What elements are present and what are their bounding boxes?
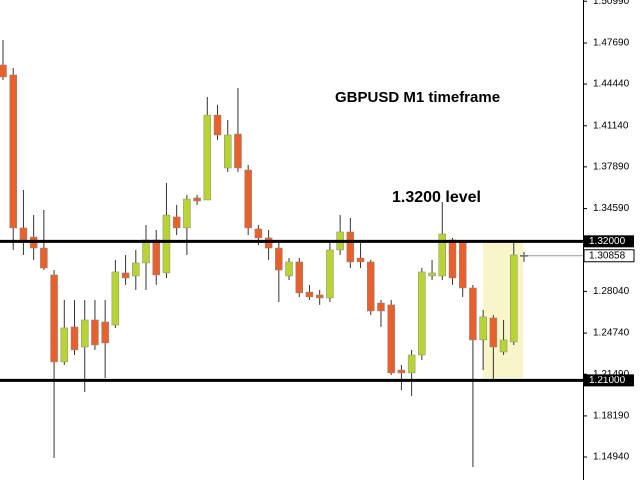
candle-body: [193, 197, 201, 202]
candle-body: [499, 339, 508, 353]
candle-body: [418, 271, 426, 356]
candle-body: [387, 304, 395, 374]
candle-body: [70, 326, 79, 351]
candle-body: [305, 291, 314, 298]
candle-body: [407, 354, 416, 374]
axis-ticks: 1.50990 1.47690 1.44440 1.41140 1.37890 1.345…: [583, 0, 630, 463]
candle-body: [223, 134, 232, 169]
candle-body: [121, 272, 130, 279]
candle-body: [9, 74, 17, 229]
candle-body: [213, 114, 222, 136]
candle-body: [172, 216, 181, 229]
candle-body: [479, 316, 487, 341]
current-price-label: 1.30858: [589, 250, 626, 261]
y-tick-label: 1.24740: [593, 328, 630, 339]
levels: 1.32000 1.21000 1.30858: [0, 235, 635, 387]
y-tick-label: 1.18190: [593, 411, 630, 422]
candle-body: [111, 271, 120, 326]
y-tick-label: 1.44440: [593, 79, 630, 90]
candle-body: [367, 261, 375, 312]
candle-body: [397, 369, 406, 374]
candle-body: [0, 64, 7, 78]
y-tick-label: 1.28040: [593, 286, 630, 297]
y-tick-label: 1.41140: [593, 120, 629, 131]
level-label: 1.21000: [589, 375, 626, 386]
y-tick-label: 1.14940: [593, 452, 630, 463]
candle-body: [132, 262, 140, 277]
candle-body: [91, 319, 99, 346]
candle-body: [264, 237, 273, 249]
candle-body: [80, 319, 89, 348]
candle-body: [428, 272, 436, 277]
candle-body: [19, 227, 28, 241]
candle-body: [275, 247, 283, 271]
candle-body: [315, 294, 324, 299]
candle-body: [234, 133, 242, 169]
y-tick-label: 1.37890: [593, 162, 630, 173]
candle-body: [469, 287, 477, 341]
candle-body: [326, 249, 334, 299]
candle-body: [40, 247, 48, 269]
level-label-box: [584, 374, 634, 387]
candle-body: [50, 274, 58, 363]
candle-body: [489, 317, 498, 348]
candle-body: [295, 261, 304, 294]
candle-body: [448, 239, 457, 279]
level-label-box: [584, 235, 634, 248]
candle-body: [510, 254, 518, 343]
candle-body: [356, 257, 365, 263]
level-annotation: 1.3200 level: [392, 189, 481, 206]
candle-body: [203, 114, 212, 201]
chart-title: GBPUSD M1 timeframe: [335, 89, 500, 106]
candle-body: [162, 214, 171, 274]
y-tick-label: 1.21490: [593, 369, 630, 380]
y-tick-label: 1.47690: [593, 38, 630, 49]
candle-body: [285, 261, 293, 277]
candle-body: [183, 198, 191, 229]
candle-body: [438, 233, 447, 277]
candle-body: [377, 302, 385, 312]
candle-body: [60, 327, 69, 363]
candle-body: [142, 239, 150, 264]
level-label: 1.32000: [589, 236, 626, 247]
y-tick-label: 1.34590: [593, 203, 630, 214]
y-tick-label: 1.50990: [593, 0, 630, 7]
candle-body: [152, 239, 160, 276]
candle-body: [458, 241, 467, 289]
candle-body: [254, 228, 263, 239]
candle-body: [244, 169, 252, 229]
candle-body: [101, 321, 109, 344]
candle-body: [346, 231, 355, 263]
